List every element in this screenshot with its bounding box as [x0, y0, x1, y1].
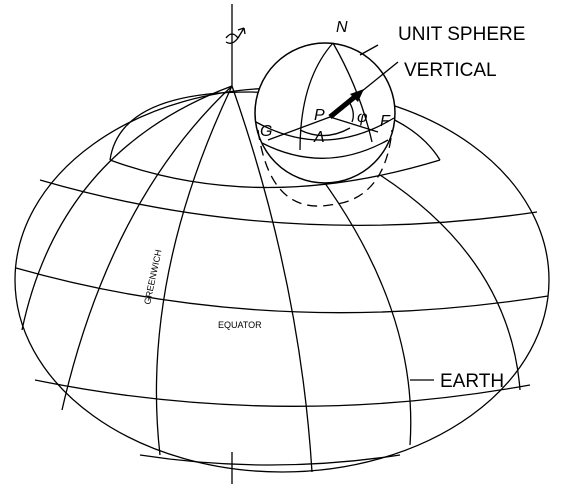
parallel — [139, 454, 401, 466]
label: G — [260, 123, 272, 140]
parallel — [34, 379, 531, 407]
meridian — [379, 174, 521, 391]
parallel — [39, 179, 538, 227]
meridian — [21, 85, 233, 331]
label: VERTICAL — [404, 60, 497, 81]
latitude-arc — [347, 99, 354, 123]
parallel — [109, 159, 441, 189]
vertical-arc — [332, 42, 373, 143]
label: φ — [357, 109, 367, 126]
meridian — [61, 85, 233, 411]
leader — [359, 44, 379, 56]
label: EQUATOR — [218, 320, 262, 330]
label: EARTH — [440, 371, 504, 392]
g-line — [267, 116, 331, 141]
meridian — [155, 85, 233, 456]
f-line — [329, 116, 379, 133]
meridian — [299, 149, 412, 446]
label: UNIT SPHERE — [398, 24, 525, 45]
label: N — [336, 19, 348, 36]
rotation-arrow — [225, 27, 246, 44]
label: F — [380, 113, 391, 130]
meridian — [231, 85, 313, 473]
parallel — [109, 91, 441, 161]
arrow-head — [350, 89, 364, 102]
equator-line — [15, 267, 549, 314]
horizon — [255, 117, 395, 141]
meridian-arc — [299, 42, 334, 151]
vertical-arrow — [328, 93, 359, 119]
label: Λ — [313, 129, 325, 146]
unit-sphere — [254, 42, 396, 184]
longitude-arc — [299, 127, 351, 137]
label: GREENWICH — [142, 249, 163, 306]
label: P — [314, 107, 325, 124]
horizon-rim — [261, 139, 389, 159]
hidden-half — [257, 129, 393, 207]
